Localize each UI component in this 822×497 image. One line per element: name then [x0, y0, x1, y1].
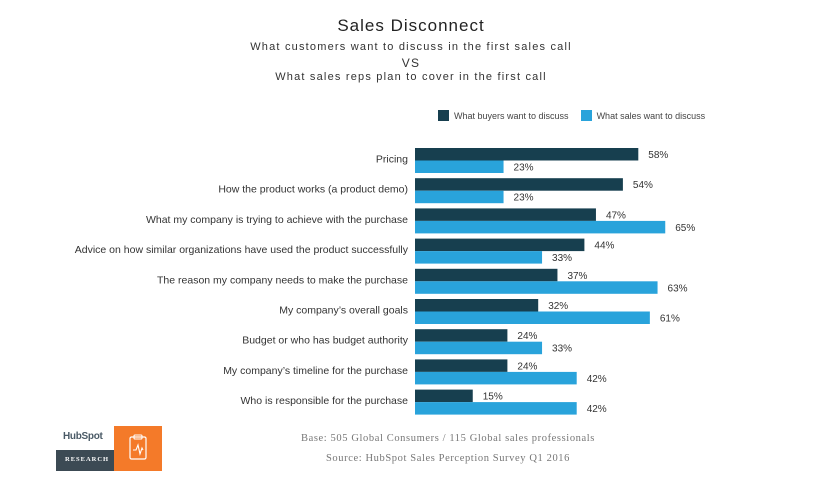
logo-brand: HubSpot	[63, 431, 103, 442]
chart-subtitle-vs: VS	[401, 56, 421, 70]
data-label-sales: 42%	[587, 374, 607, 385]
bar-sales	[415, 190, 504, 204]
bar-sales	[415, 402, 577, 415]
chart-subtitle-1: What customers want to discuss in the fi…	[250, 41, 572, 53]
bar-buyers	[415, 359, 508, 372]
data-label-buyers: 44%	[594, 241, 614, 252]
bar-buyers	[415, 299, 539, 312]
data-label-sales: 61%	[660, 314, 680, 325]
data-label-sales: 63%	[668, 283, 688, 294]
bar-sales	[415, 160, 504, 173]
category-label: What my company is trying to achieve wit…	[146, 214, 408, 226]
data-label-buyers: 24%	[517, 361, 537, 372]
footer-base: Base: 505 Global Consumers / 115 Global …	[301, 433, 595, 444]
data-label-buyers: 24%	[517, 331, 537, 342]
bar-sales	[415, 251, 543, 264]
legend-swatch-sales	[580, 110, 592, 121]
footer-source: Source: HubSpot Sales Perception Survey …	[325, 453, 570, 464]
data-label-sales: 23%	[514, 163, 534, 174]
data-label-buyers: 37%	[567, 271, 587, 282]
bar-buyers	[415, 389, 473, 403]
category-label: My company’s overall goals	[279, 305, 408, 317]
logo-tag: RESEARCH	[65, 456, 110, 463]
data-label-buyers: 58%	[648, 150, 668, 161]
hubspot-research-logo: HubSpot RESEARCH	[56, 426, 162, 471]
data-label-buyers: 32%	[548, 301, 568, 312]
category-label: Pricing	[376, 154, 408, 166]
category-label: Budget or who has budget authority	[242, 335, 409, 347]
category-label: The reason my company needs to make the …	[157, 274, 408, 286]
bar-sales	[415, 311, 650, 324]
data-label-sales: 33%	[552, 344, 572, 355]
bar-buyers	[415, 178, 623, 191]
bar-sales	[415, 341, 543, 355]
legend-swatch-buyers	[438, 110, 449, 121]
chart-subtitle-2: What sales reps plan to cover in the fir…	[275, 71, 547, 83]
legend-label-sales: What sales want to discuss	[596, 110, 706, 121]
data-label-sales: 33%	[552, 253, 572, 264]
clipboard-chart-icon	[114, 426, 162, 471]
chart-title: Sales Disconnect	[337, 16, 485, 35]
legend-item-buyers: What buyers want to discuss	[438, 110, 569, 121]
bar-sales	[415, 371, 577, 385]
bar-buyers	[415, 268, 558, 282]
data-label-buyers: 54%	[633, 180, 653, 191]
data-label-sales: 23%	[514, 193, 534, 204]
bar-chart: Pricing 58% 23% How the product works (a pr…	[75, 148, 695, 415]
category-label: My company’s timeline for the purchase	[223, 365, 408, 377]
bar-buyers	[415, 148, 639, 161]
data-label-buyers: 47%	[606, 210, 626, 221]
bar-buyers	[415, 238, 585, 252]
data-label-buyers: 15%	[483, 392, 503, 403]
bar-sales	[415, 281, 658, 294]
bar-buyers	[415, 208, 596, 221]
category-label: Advice on how similar organizations have…	[75, 244, 409, 256]
bar-sales	[415, 220, 666, 234]
chart-legend: What buyers want to discuss What sales w…	[438, 110, 717, 121]
bar-buyers	[415, 329, 508, 342]
legend-label-buyers: What buyers want to discuss	[454, 110, 569, 121]
legend-item-sales: What sales want to discuss	[580, 110, 706, 121]
category-label: How the product works (a product demo)	[218, 184, 408, 196]
data-label-sales: 65%	[675, 223, 695, 234]
category-label: Who is responsible for the purchase	[240, 395, 408, 407]
data-label-sales: 42%	[587, 404, 607, 415]
